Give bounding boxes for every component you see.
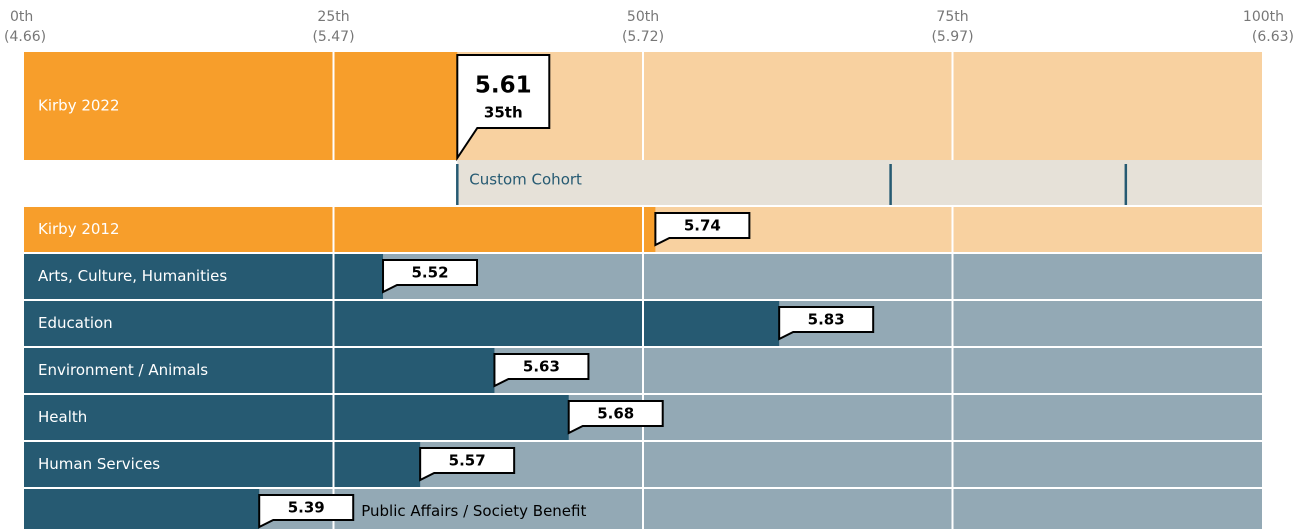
callout-score: 5.63 xyxy=(523,358,560,376)
bar xyxy=(24,52,458,160)
callout xyxy=(456,54,551,162)
callout xyxy=(654,212,751,247)
cohort-band xyxy=(457,160,1262,205)
category-label: Public Affairs / Society Benefit xyxy=(361,502,586,520)
category-label: Kirby 2012 xyxy=(38,220,120,238)
bar xyxy=(24,348,495,393)
bar xyxy=(24,254,384,299)
bar xyxy=(24,301,780,346)
category-label: Arts, Culture, Humanities xyxy=(38,267,227,285)
callout-score: 5.39 xyxy=(288,499,325,517)
bar xyxy=(24,442,421,487)
x-tick-label: 25th xyxy=(317,9,349,25)
x-tick-sublabel: (5.47) xyxy=(312,29,354,45)
callout xyxy=(382,259,479,294)
callout xyxy=(778,306,875,341)
x-tick-label: 75th xyxy=(936,9,968,25)
callout-score: 5.61 xyxy=(475,73,532,99)
callout xyxy=(258,494,355,529)
x-tick-label: 50th xyxy=(627,9,659,25)
x-tick-sublabel: (5.97) xyxy=(931,29,973,45)
cohort-label: Custom Cohort xyxy=(469,171,582,189)
callout-score: 5.57 xyxy=(449,452,486,470)
x-tick-label: 0th xyxy=(10,9,33,25)
category-label: Kirby 2022 xyxy=(38,97,120,115)
x-tick-sublabel: (4.66) xyxy=(4,29,46,45)
category-label: Environment / Animals xyxy=(38,361,208,379)
callout-score: 5.74 xyxy=(684,217,721,235)
x-tick-sublabel: (6.63) xyxy=(1252,29,1294,45)
category-label: Education xyxy=(38,314,113,332)
callout xyxy=(567,400,664,435)
x-tick-sublabel: (5.72) xyxy=(622,29,664,45)
callout-score: 5.68 xyxy=(597,405,634,423)
category-label: Health xyxy=(38,408,87,426)
category-label: Human Services xyxy=(38,455,160,473)
callout-percentile: 35th xyxy=(484,104,523,122)
callout xyxy=(419,447,516,482)
bar xyxy=(24,489,260,529)
bar xyxy=(24,395,569,440)
bar xyxy=(24,207,656,252)
callout-score: 5.52 xyxy=(412,264,449,282)
callout-score: 5.83 xyxy=(808,311,845,329)
x-tick-label: 100th xyxy=(1243,9,1284,25)
callout xyxy=(493,353,590,388)
